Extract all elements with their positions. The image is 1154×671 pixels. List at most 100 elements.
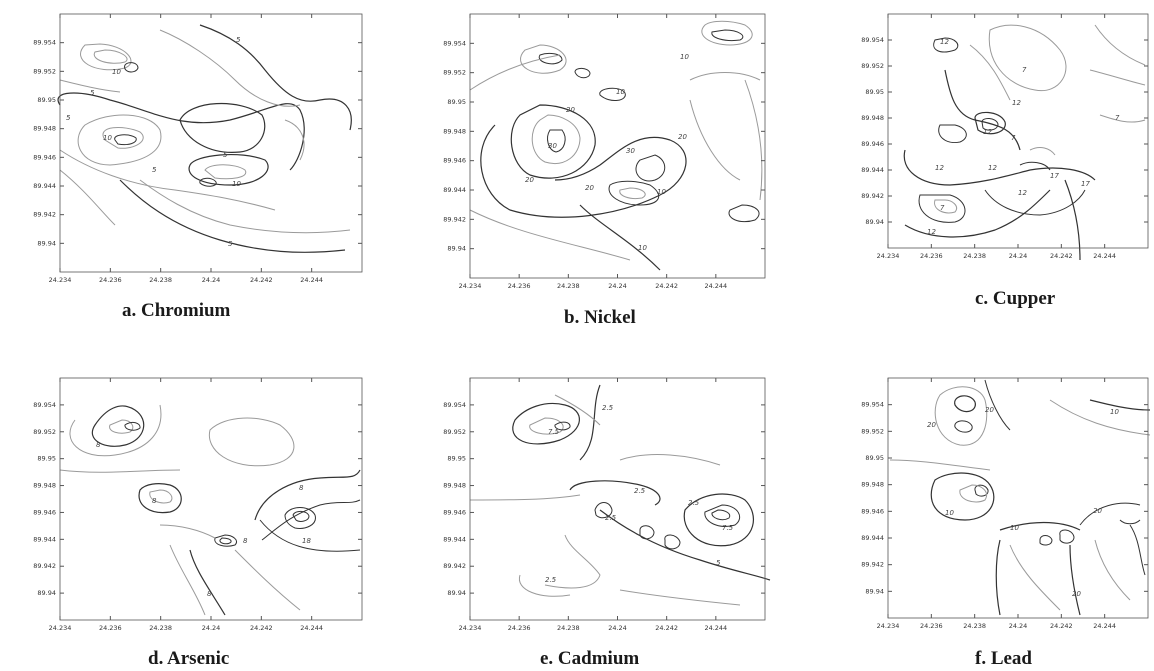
- y-tick-label: 89.95: [865, 88, 884, 96]
- y-tick-label: 89.948: [861, 481, 884, 489]
- contour-labels: 10 30 10 20 30 20 20 20 10 10: [525, 53, 689, 252]
- contour-label: 20: [1093, 507, 1102, 515]
- x-tick-label: 24.238: [149, 276, 172, 284]
- contour-label: 10: [232, 180, 241, 188]
- contour-label: 5: [66, 114, 71, 122]
- contour-label: 10: [945, 509, 954, 517]
- y-tick-label: 89.95: [447, 98, 466, 106]
- x-tick-label: 24.234: [877, 622, 900, 630]
- y-tick-label: 89.946: [443, 508, 466, 516]
- contour-label: 7: [940, 204, 945, 212]
- contour-label: 7: [1011, 134, 1016, 142]
- contour-label: 30: [548, 142, 557, 150]
- contour-label: 12: [935, 164, 944, 172]
- x-tick-label: 24.238: [149, 624, 172, 632]
- y-tick-label: 89.948: [443, 482, 466, 490]
- contour-label: 10: [103, 134, 112, 142]
- contour-label: 30: [626, 147, 635, 155]
- contour-lines: [889, 379, 1151, 616]
- contour-labels: 8 8 8 18 8 8: [96, 441, 311, 598]
- contour-label: 5: [228, 240, 233, 248]
- x-tick-label: 24.234: [49, 276, 72, 284]
- x-tick-label: 24.242: [1050, 252, 1073, 260]
- contour-lines: [469, 20, 763, 271]
- y-tick-label: 89.948: [33, 482, 56, 490]
- caption-chromium: a. Chromium: [122, 300, 231, 321]
- x-tick-label: 24.24: [202, 624, 221, 632]
- y-tick-label: 89.954: [861, 36, 884, 44]
- contour-label: 20: [985, 406, 994, 414]
- y-tick-label: 89.95: [865, 454, 884, 462]
- x-tick-label: 24.234: [49, 624, 72, 632]
- contour-label: 20: [566, 106, 575, 114]
- contour-label: 2.5: [688, 499, 700, 507]
- plot-frame: [469, 377, 766, 621]
- axes-panel-3: 24.234 24.236 24.238 24.24 24.242 24.244 89.95…: [861, 13, 1149, 260]
- x-tick-label: 24.234: [877, 252, 900, 260]
- y-tick-label: 89.94: [37, 589, 56, 597]
- contour-lines: [903, 24, 1146, 261]
- contour-label: 10: [680, 53, 689, 61]
- x-tick-label: 24.236: [99, 276, 122, 284]
- contour-label: 5: [223, 151, 228, 159]
- x-tick-label: 24.244: [1093, 252, 1116, 260]
- contour-labels: 7.5 2.5 2.5 2.5 7.5 2.5 5 2.5: [545, 404, 734, 584]
- y-tick-label: 89.946: [861, 140, 884, 148]
- contour-lines: [469, 384, 771, 606]
- x-tick-label: 24.236: [508, 624, 531, 632]
- y-tick-label: 89.954: [33, 39, 56, 47]
- x-tick-label: 24.24: [202, 276, 221, 284]
- contour-label: 8: [207, 590, 212, 598]
- contour-label: 7: [1115, 114, 1120, 122]
- x-tick-label: 24.244: [704, 624, 727, 632]
- x-tick-label: 24.244: [300, 276, 323, 284]
- contour-label: 10: [1110, 408, 1119, 416]
- x-tick-label: 24.242: [655, 282, 678, 290]
- y-tick-label: 89.94: [447, 589, 466, 597]
- contour-labels: 20 10 20 10 10 20 20: [927, 406, 1119, 598]
- contour-plot-nickel: 10 30 10 20 30 20 20 20 10 10: [469, 20, 763, 271]
- x-tick-label: 24.24: [1009, 252, 1028, 260]
- y-tick-label: 89.94: [447, 245, 466, 253]
- axes-panel-1: 24.234 24.236 24.238 24.24 24.242 24.244 89.95…: [33, 13, 363, 284]
- y-tick-label: 89.954: [443, 401, 466, 409]
- contour-label: 10: [638, 244, 647, 252]
- axes-panel-5: 24.234 24.236 24.238 24.24 24.242 24.244 89.95…: [443, 377, 766, 632]
- contour-label: 2.5: [602, 404, 614, 412]
- x-tick-label: 24.242: [250, 624, 273, 632]
- x-tick-label: 24.238: [557, 624, 580, 632]
- contour-label: 20: [678, 133, 687, 141]
- contour-label: 12: [1018, 189, 1027, 197]
- caption-arsenic: d. Arsenic: [148, 648, 230, 669]
- contour-label: 17: [1081, 180, 1090, 188]
- chart-chromium: 5 10 5 5 10 10 5 5 5: [0, 0, 380, 330]
- plot-frame: [59, 13, 363, 273]
- contour-label: 8: [96, 441, 101, 449]
- axes-panel-6: 24.234 24.236 24.238 24.24 24.242 24.244 89.95…: [861, 377, 1149, 630]
- contour-label: 10: [616, 88, 625, 96]
- y-tick-label: 89.948: [443, 127, 466, 135]
- x-tick-label: 24.244: [300, 624, 323, 632]
- chart-arsenic: 8 8 8 18 8 8: [0, 0, 380, 671]
- caption-nickel: b. Nickel: [564, 307, 636, 328]
- chart-nickel: 10 30 10 20 30 20 20 20 10 10: [0, 0, 763, 330]
- contour-label: 12: [983, 128, 992, 136]
- y-tick-label: 89.94: [37, 239, 56, 247]
- y-tick-label: 89.948: [33, 125, 56, 133]
- contour-label: 10: [1010, 524, 1019, 532]
- y-tick-label: 89.942: [443, 562, 466, 570]
- x-tick-label: 24.24: [1009, 622, 1028, 630]
- contour-label: 20: [525, 176, 534, 184]
- y-tick-label: 89.946: [443, 157, 466, 165]
- y-tick-label: 89.954: [861, 401, 884, 409]
- y-tick-label: 89.944: [33, 535, 56, 543]
- contour-label: 5: [90, 89, 95, 97]
- y-tick-label: 89.942: [33, 211, 56, 219]
- caption-cupper: c. Cupper: [975, 288, 1056, 309]
- y-tick-label: 89.946: [861, 507, 884, 515]
- contour-label: 18: [302, 537, 311, 545]
